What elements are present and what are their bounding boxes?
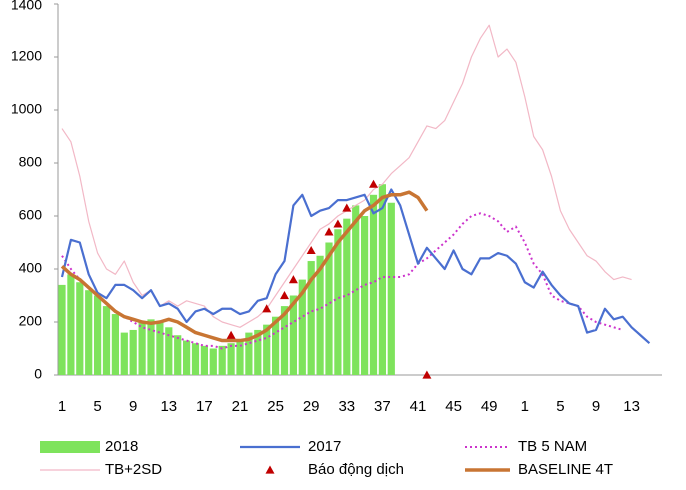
y-tick-label: 0 [34, 366, 42, 382]
bar [129, 329, 137, 375]
bar [209, 348, 217, 375]
bar [120, 332, 128, 375]
bar [191, 343, 200, 375]
y-tick-label: 400 [19, 260, 43, 276]
bar [334, 229, 342, 375]
bar [94, 295, 102, 375]
marker [342, 203, 352, 212]
x-tick-label: 49 [481, 398, 498, 415]
legend-label: TB 5 NAM [518, 438, 587, 455]
bar [200, 345, 208, 375]
legend-label: BASELINE 4T [518, 461, 613, 478]
bar [174, 335, 182, 375]
bar [272, 316, 280, 375]
bar [147, 319, 155, 375]
y-tick-label: 200 [19, 313, 43, 329]
bar [156, 322, 164, 375]
bar [165, 327, 173, 375]
bar [352, 205, 360, 375]
legend-swatch [40, 441, 100, 453]
bar [325, 242, 333, 375]
bar [343, 218, 351, 375]
x-tick-label: 5 [556, 398, 564, 415]
bar [67, 274, 75, 375]
marker [306, 245, 316, 255]
legend-swatch [265, 465, 275, 474]
legend-label: Báo động dịch [308, 461, 404, 478]
x-tick-label: 45 [445, 398, 462, 415]
marker [324, 227, 334, 236]
line [60, 190, 429, 343]
bar [218, 345, 226, 375]
bar [387, 202, 395, 375]
bar [378, 184, 386, 375]
legend-label: TB+2SD [105, 461, 162, 478]
bar [76, 282, 84, 375]
x-tick-label: 25 [267, 398, 284, 415]
bar [227, 343, 235, 375]
marker [280, 291, 289, 300]
y-tick-label: 1200 [11, 48, 42, 64]
bar [298, 279, 306, 375]
x-tick-label: 13 [160, 398, 177, 415]
x-tick-label: 1 [521, 398, 529, 415]
bar [85, 290, 93, 375]
marker [333, 219, 343, 228]
x-tick-label: 37 [374, 398, 391, 415]
marker [288, 275, 298, 284]
y-tick-label: 1400 [11, 0, 42, 13]
x-tick-label: 9 [592, 398, 600, 415]
x-tick-label: 29 [303, 398, 320, 415]
x-tick-label: 41 [410, 398, 427, 415]
marker [422, 370, 432, 379]
bar [236, 340, 244, 375]
x-tick-label: 13 [623, 398, 640, 415]
bar [111, 314, 119, 375]
y-tick-label: 600 [19, 207, 43, 223]
bar [245, 332, 253, 375]
x-tick-label: 1 [58, 398, 66, 415]
y-tick-label: 1000 [11, 101, 42, 117]
x-tick-label: 17 [196, 398, 213, 415]
x-tick-label: 33 [338, 398, 355, 415]
x-tick-label: 21 [232, 398, 249, 415]
marker [262, 304, 272, 313]
marker [369, 179, 378, 188]
x-tick-label: 5 [93, 398, 101, 415]
bar [280, 306, 289, 375]
bar [263, 324, 271, 375]
legend-label: 2017 [308, 438, 341, 455]
y-tick-label: 800 [19, 154, 43, 170]
bar [369, 194, 378, 375]
bar [254, 329, 262, 375]
bar [316, 255, 324, 375]
bar [58, 284, 66, 375]
bar [289, 295, 297, 375]
x-tick-label: 9 [129, 398, 137, 415]
bar [361, 216, 369, 375]
bar [102, 306, 111, 375]
legend-label: 2018 [105, 438, 138, 455]
bar [183, 340, 191, 375]
bar [138, 322, 146, 375]
line [60, 188, 651, 345]
marker [226, 330, 236, 339]
bar [307, 261, 315, 375]
